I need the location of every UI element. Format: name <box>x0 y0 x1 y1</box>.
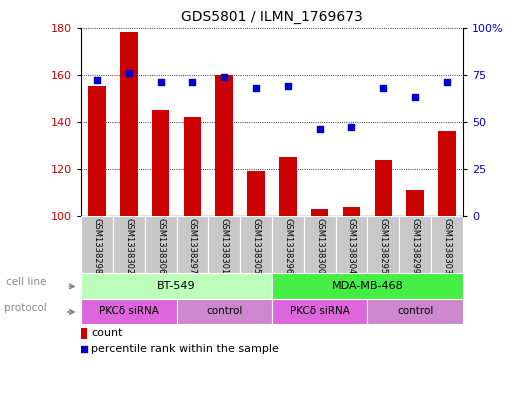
Point <box>347 124 356 130</box>
Bar <box>152 110 169 216</box>
Text: GSM1338306: GSM1338306 <box>156 218 165 274</box>
Text: cell line: cell line <box>6 277 47 287</box>
Text: GSM1338296: GSM1338296 <box>283 218 292 274</box>
Text: GSM1338300: GSM1338300 <box>315 218 324 274</box>
Text: GSM1338302: GSM1338302 <box>124 218 133 274</box>
Point <box>80 345 88 352</box>
Bar <box>304 216 336 273</box>
Text: protocol: protocol <box>4 303 47 312</box>
Title: GDS5801 / ILMN_1769673: GDS5801 / ILMN_1769673 <box>181 10 363 24</box>
Bar <box>176 216 208 273</box>
Bar <box>399 216 431 273</box>
Text: PKCδ siRNA: PKCδ siRNA <box>290 307 349 316</box>
Bar <box>311 209 328 216</box>
Text: control: control <box>206 307 243 316</box>
Text: GSM1338301: GSM1338301 <box>220 218 229 274</box>
Bar <box>336 216 367 273</box>
Text: GSM1338303: GSM1338303 <box>442 218 451 274</box>
Point <box>124 70 133 76</box>
Bar <box>120 32 138 216</box>
Bar <box>374 160 392 216</box>
Bar <box>215 75 233 216</box>
Text: percentile rank within the sample: percentile rank within the sample <box>92 344 279 354</box>
Point <box>220 73 229 80</box>
Text: GSM1338295: GSM1338295 <box>379 218 388 274</box>
Text: GSM1338305: GSM1338305 <box>252 218 260 274</box>
Bar <box>88 86 106 216</box>
Bar <box>247 171 265 216</box>
Bar <box>272 273 463 299</box>
Text: BT-549: BT-549 <box>157 281 196 291</box>
Point <box>443 79 451 85</box>
Text: GSM1338297: GSM1338297 <box>188 218 197 274</box>
Bar <box>240 216 272 273</box>
Bar <box>272 299 367 324</box>
Bar <box>81 216 113 273</box>
Point <box>188 79 197 85</box>
Point <box>156 79 165 85</box>
Bar <box>184 117 201 216</box>
Text: GSM1338298: GSM1338298 <box>93 218 101 274</box>
Text: count: count <box>92 328 123 338</box>
Text: control: control <box>397 307 434 316</box>
Bar <box>367 299 463 324</box>
Bar <box>145 216 176 273</box>
Point <box>93 77 101 83</box>
Point <box>411 94 419 101</box>
Bar <box>367 216 399 273</box>
Text: GSM1338304: GSM1338304 <box>347 218 356 274</box>
Point <box>379 85 388 91</box>
Text: PKCδ siRNA: PKCδ siRNA <box>99 307 158 316</box>
Point <box>315 126 324 132</box>
Text: GSM1338299: GSM1338299 <box>411 218 419 274</box>
Bar <box>113 216 145 273</box>
Bar <box>272 216 304 273</box>
Bar <box>81 328 87 339</box>
Text: MDA-MB-468: MDA-MB-468 <box>332 281 403 291</box>
Bar <box>176 299 272 324</box>
Bar <box>81 273 272 299</box>
Point <box>283 83 292 89</box>
Bar <box>81 299 176 324</box>
Bar <box>208 216 240 273</box>
Bar <box>343 207 360 216</box>
Point <box>252 85 260 91</box>
Bar <box>431 216 463 273</box>
Bar <box>279 157 297 216</box>
Bar <box>438 131 456 216</box>
Bar <box>406 190 424 216</box>
